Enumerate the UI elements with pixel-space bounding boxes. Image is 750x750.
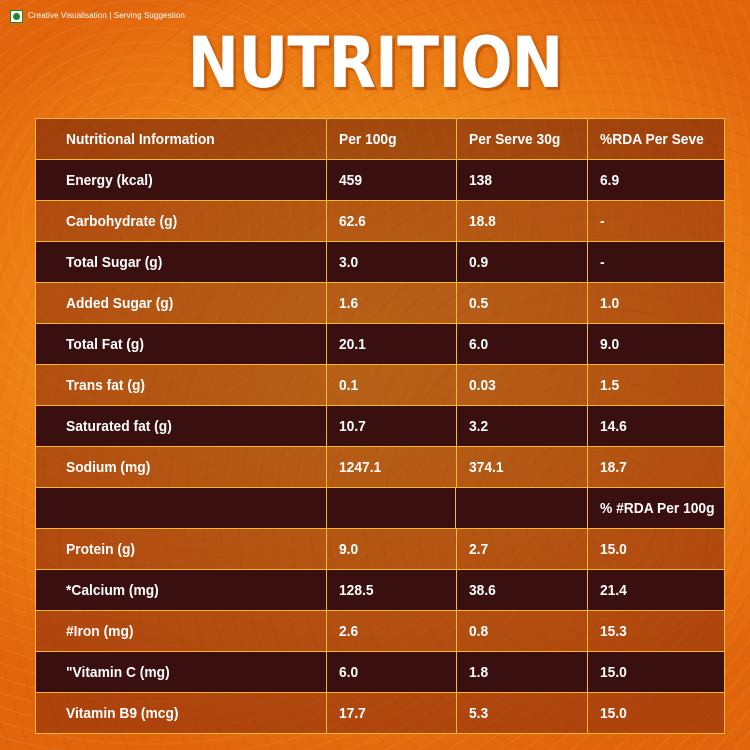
nutrient-name: *Calcium (mg) (36, 570, 328, 611)
rda-value: 15.3 (588, 611, 724, 652)
nutrient-name: Total Fat (g) (36, 324, 328, 365)
per-serve-value: 2.7 (456, 529, 589, 570)
nutrient-name: "Vitamin C (mg) (36, 652, 328, 693)
rda-subheader-row: % #RDA Per 100g (36, 488, 724, 529)
rda-value: 15.0 (588, 529, 724, 570)
per-serve-value: 18.8 (456, 201, 589, 242)
per-serve-value: 0.9 (456, 242, 589, 283)
disclaimer-text: Creative Visualisation | Serving Suggest… (28, 11, 185, 20)
nutrient-name: Energy (kcal) (36, 160, 328, 201)
per-serve-value: 6.0 (456, 324, 589, 365)
nutrient-name: Saturated fat (g) (36, 406, 328, 447)
per-100g-value: 10.7 (327, 406, 457, 447)
empty-cell (326, 488, 457, 529)
rda-value: 1.5 (588, 365, 724, 406)
nutrient-name: Added Sugar (g) (36, 283, 328, 324)
table-row: Saturated fat (g) 10.7 3.2 14.6 (36, 406, 724, 447)
veg-symbol-icon (10, 10, 23, 23)
header-cell: Nutritional Information (36, 119, 328, 160)
table-row: "Vitamin C (mg) 6.0 1.8 15.0 (36, 652, 724, 693)
table-row: Carbohydrate (g) 62.6 18.8 - (36, 201, 724, 242)
per-100g-value: 62.6 (327, 201, 457, 242)
table-row: *Calcium (mg) 128.5 38.6 21.4 (36, 570, 724, 611)
nutrient-name: Carbohydrate (g) (36, 201, 328, 242)
per-100g-value: 17.7 (327, 693, 457, 733)
table-header-row: Nutritional Information Per 100g Per Ser… (36, 119, 724, 160)
table-row: Sodium (mg) 1247.1 374.1 18.7 (36, 447, 724, 488)
per-100g-value: 128.5 (327, 570, 457, 611)
table-row: Trans fat (g) 0.1 0.03 1.5 (36, 365, 724, 406)
table-row: Energy (kcal) 459 138 6.9 (36, 160, 724, 201)
table-row: Total Sugar (g) 3.0 0.9 - (36, 242, 724, 283)
rda-value: 9.0 (588, 324, 724, 365)
nutrient-name: Total Sugar (g) (36, 242, 328, 283)
header-cell: Per 100g (327, 119, 457, 160)
per-100g-value: 9.0 (327, 529, 457, 570)
per-100g-value: 3.0 (327, 242, 457, 283)
nutrition-table: Nutritional Information Per 100g Per Ser… (35, 118, 725, 734)
per-100g-value: 6.0 (327, 652, 457, 693)
per-serve-value: 138 (456, 160, 589, 201)
nutrient-name: #Iron (mg) (36, 611, 328, 652)
rda-value: 18.7 (588, 447, 724, 488)
header-cell: %RDA Per Seve (588, 119, 724, 160)
per-serve-value: 0.8 (456, 611, 589, 652)
rda-value: 21.4 (588, 570, 724, 611)
per-serve-value: 3.2 (456, 406, 589, 447)
nutrient-name: Trans fat (g) (36, 365, 328, 406)
header-cell: Per Serve 30g (456, 119, 589, 160)
table-row: Total Fat (g) 20.1 6.0 9.0 (36, 324, 724, 365)
rda-value: 15.0 (588, 652, 724, 693)
table-row: Added Sugar (g) 1.6 0.5 1.0 (36, 283, 724, 324)
table-row: Protein (g) 9.0 2.7 15.0 (36, 529, 724, 570)
empty-cell (36, 488, 327, 529)
per-serve-value: 0.5 (456, 283, 589, 324)
per-100g-value: 459 (327, 160, 457, 201)
page-title: NUTRITION (187, 22, 564, 104)
table-row: Vitamin B9 (mcg) 17.7 5.3 15.0 (36, 693, 724, 733)
nutrient-name: Vitamin B9 (mcg) (36, 693, 328, 733)
per-100g-value: 20.1 (327, 324, 457, 365)
rda-value: 15.0 (588, 693, 724, 733)
per-100g-value: 1.6 (327, 283, 457, 324)
nutrient-name: Protein (g) (36, 529, 328, 570)
rda-subheader-label: % #RDA Per 100g (588, 488, 724, 529)
per-serve-value: 1.8 (456, 652, 589, 693)
per-serve-value: 0.03 (456, 365, 589, 406)
per-100g-value: 1247.1 (327, 447, 457, 488)
empty-cell (456, 488, 588, 529)
rda-value: 6.9 (588, 160, 724, 201)
per-serve-value: 5.3 (456, 693, 589, 733)
table-row: #Iron (mg) 2.6 0.8 15.3 (36, 611, 724, 652)
rda-value: - (588, 201, 724, 242)
per-serve-value: 38.6 (456, 570, 589, 611)
rda-value: 14.6 (588, 406, 724, 447)
rda-value: - (588, 242, 724, 283)
per-100g-value: 2.6 (327, 611, 457, 652)
rda-value: 1.0 (588, 283, 724, 324)
nutrient-name: Sodium (mg) (36, 447, 328, 488)
per-serve-value: 374.1 (456, 447, 589, 488)
per-100g-value: 0.1 (327, 365, 457, 406)
